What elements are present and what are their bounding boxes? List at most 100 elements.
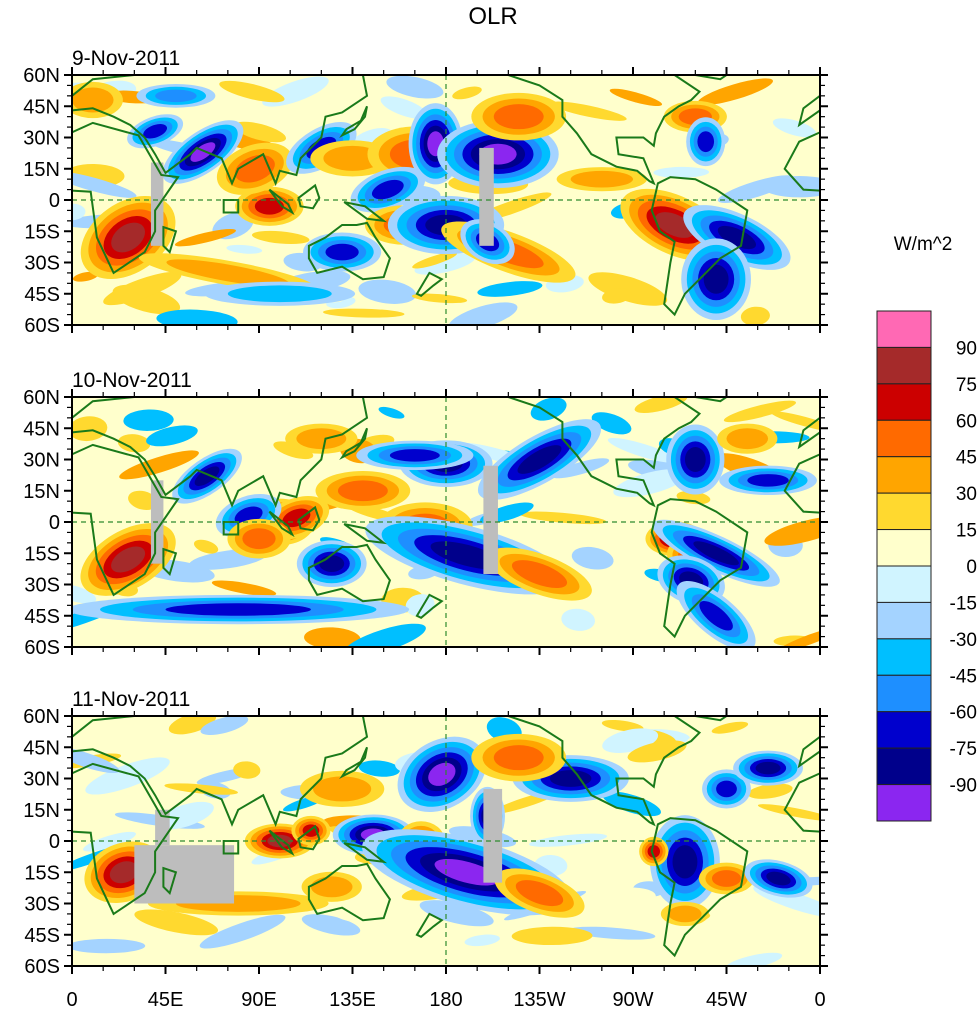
y-tick-label: 60N bbox=[23, 706, 60, 728]
y-tick-label: 60S bbox=[24, 956, 60, 978]
anomaly-patch bbox=[477, 281, 543, 297]
coastline-australia bbox=[307, 862, 392, 922]
coastline-new_guinea bbox=[343, 523, 388, 545]
anomaly-contour bbox=[319, 555, 345, 573]
missing-data-region bbox=[134, 845, 235, 904]
y-tick-label: 0 bbox=[49, 190, 60, 212]
coastline-madagascar bbox=[162, 866, 178, 895]
anomaly-patch bbox=[119, 450, 199, 480]
panel-title: 10-Nov-2011 bbox=[72, 369, 192, 392]
x-tick-label: 45E bbox=[148, 989, 184, 1011]
colorbar-swatch bbox=[876, 747, 932, 786]
anomaly-patch bbox=[551, 458, 610, 479]
anomaly-contour bbox=[684, 447, 706, 472]
anomaly-patch bbox=[571, 546, 614, 570]
anomaly-contour bbox=[493, 745, 544, 771]
anomaly-patch bbox=[219, 80, 285, 103]
coastline-japan bbox=[339, 746, 368, 779]
coastline-sumatra bbox=[268, 510, 295, 538]
anomaly-patch bbox=[273, 441, 314, 460]
coastline-africa bbox=[72, 762, 180, 916]
coastline-africa bbox=[72, 443, 180, 597]
anomaly-patch bbox=[530, 397, 567, 421]
anomaly-patch bbox=[474, 611, 551, 642]
coastline-europe_asia-wrap bbox=[797, 94, 820, 128]
anomaly-patch bbox=[763, 596, 789, 617]
coastline-new_zealand bbox=[415, 593, 444, 619]
anomaly-contour bbox=[165, 603, 311, 616]
anomaly-patch bbox=[711, 721, 749, 734]
anomaly-contour bbox=[242, 528, 276, 550]
coastline-borneo bbox=[297, 824, 321, 851]
anomaly-patch bbox=[344, 623, 426, 647]
coastline-australia bbox=[307, 221, 392, 281]
coastline-japan bbox=[339, 427, 368, 460]
anomaly-contour bbox=[703, 264, 729, 294]
y-tick-label: 60S bbox=[24, 637, 60, 659]
anomaly-contour bbox=[310, 876, 353, 898]
coastline-africa bbox=[72, 121, 180, 275]
colorbar-units-label: W/m^2 bbox=[894, 234, 953, 255]
panel-title: 11-Nov-2011 bbox=[72, 688, 190, 711]
anomaly-patch bbox=[168, 716, 217, 735]
anomaly-contour bbox=[111, 546, 146, 573]
anomaly-contour bbox=[234, 155, 275, 183]
anomaly-patch bbox=[747, 783, 793, 799]
anomaly-patch bbox=[72, 416, 108, 442]
anomaly-patch bbox=[414, 253, 476, 275]
y-tick-label: 30N bbox=[23, 128, 60, 150]
colorbar-swatch bbox=[876, 711, 932, 749]
anomaly-patch bbox=[529, 833, 608, 847]
anomaly-patch bbox=[419, 900, 494, 927]
coastline-greenland_edge bbox=[695, 716, 729, 722]
anomaly-contour bbox=[717, 225, 757, 250]
anomaly-patch bbox=[358, 279, 417, 304]
coastline-madagascar bbox=[162, 547, 178, 576]
y-tick-label: 45S bbox=[24, 925, 60, 947]
anomaly-patch bbox=[103, 271, 182, 306]
anomaly-contour bbox=[109, 861, 139, 884]
anomaly-patch bbox=[251, 230, 310, 245]
coastline-europe_asia bbox=[72, 75, 369, 187]
anomaly-contour bbox=[155, 89, 197, 103]
anomaly-patch bbox=[156, 801, 214, 830]
anomaly-patch bbox=[233, 121, 287, 143]
anomaly-patch bbox=[364, 410, 423, 430]
anomaly-patch bbox=[597, 857, 635, 868]
colorbar-level-label: -45 bbox=[950, 666, 977, 687]
x-tick-label: 90E bbox=[241, 989, 277, 1011]
anomaly-contour bbox=[515, 880, 564, 907]
anomaly-patch bbox=[411, 293, 468, 304]
anomaly-patch bbox=[723, 400, 796, 423]
anomaly-patch bbox=[634, 397, 688, 413]
region-box bbox=[222, 840, 240, 855]
anomaly-patch bbox=[358, 760, 401, 777]
anomaly-patch bbox=[134, 909, 219, 936]
y-tick-label: 30N bbox=[23, 450, 60, 472]
missing-data-region bbox=[150, 162, 164, 246]
anomaly-patch bbox=[764, 516, 820, 546]
anomaly-contour bbox=[697, 131, 715, 153]
anomaly-contour bbox=[570, 170, 633, 188]
colorbar-swatch bbox=[876, 456, 932, 494]
colorbar-level-label: 45 bbox=[956, 448, 977, 469]
colorbar-level-label: -75 bbox=[950, 739, 977, 760]
coastline-sumatra bbox=[268, 188, 295, 216]
anomaly-contour bbox=[254, 197, 284, 215]
anomaly-patch bbox=[380, 96, 428, 119]
anomaly-patch bbox=[613, 469, 688, 498]
colorbar: W/m^2 90 75 60 45 30 15 0 -15 -30 -45 -60 -75 -90 bbox=[876, 234, 977, 822]
colorbar-swatch bbox=[876, 565, 932, 603]
y-tick-label: 30S bbox=[24, 253, 60, 275]
x-tick-labels: 0 45E 90E 135E 180 135W 90W 45W 0 bbox=[66, 989, 825, 1011]
anomaly-patch bbox=[653, 166, 710, 178]
y-tick-label: 30S bbox=[24, 894, 60, 916]
anomaly-contour bbox=[699, 600, 733, 631]
colorbar-swatch bbox=[876, 419, 932, 458]
anomaly-patch bbox=[697, 78, 773, 106]
coastline-madagascar-wrap bbox=[911, 868, 924, 893]
coastline-borneo bbox=[297, 183, 321, 210]
anomaly-contour bbox=[166, 259, 290, 287]
anomaly-patch bbox=[772, 118, 817, 138]
anomaly-contour bbox=[313, 776, 372, 802]
